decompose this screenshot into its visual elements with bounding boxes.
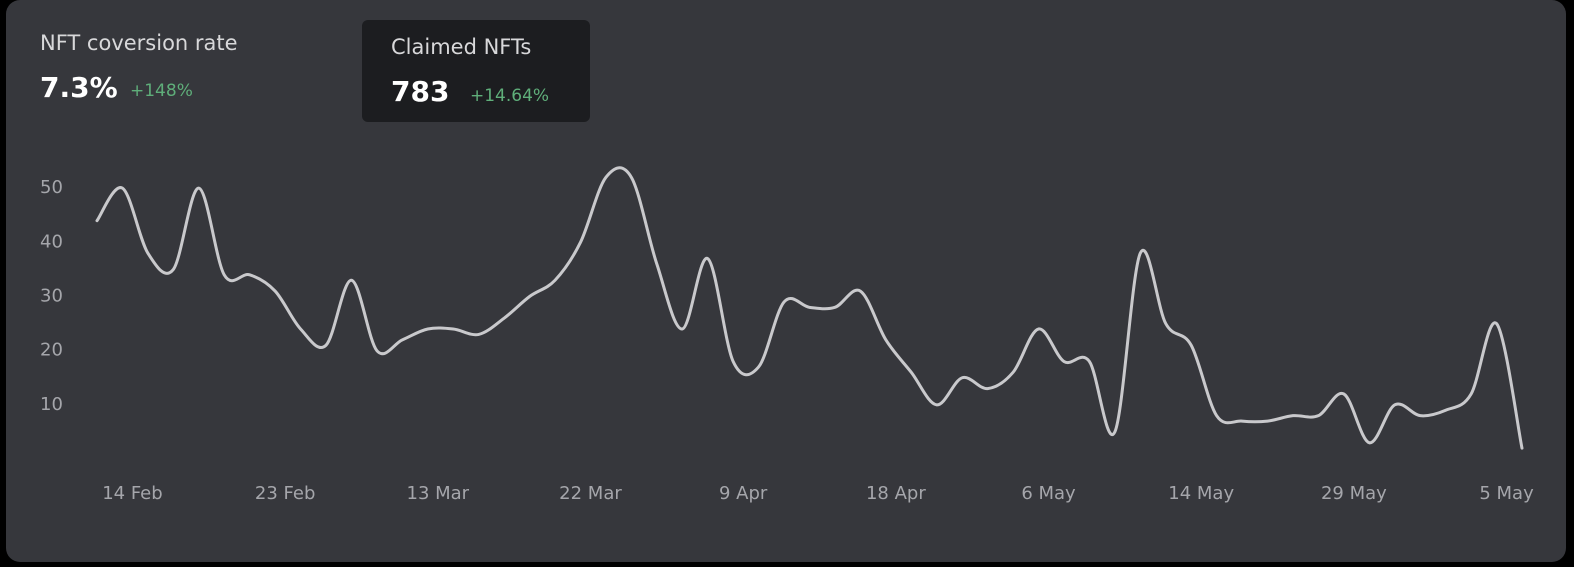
stat-value: 7.3% <box>40 71 118 104</box>
x-tick-label: 9 Apr <box>719 483 768 504</box>
x-tick-label: 23 Feb <box>255 483 316 504</box>
y-tick-label: 50 <box>40 177 63 198</box>
x-tick-label: 14 May <box>1168 483 1234 504</box>
stat-box <box>362 20 590 122</box>
x-tick-label: 29 May <box>1321 483 1387 504</box>
x-tick-label: 22 Mar <box>559 483 622 504</box>
line <box>95 166 1524 450</box>
x-tick-label: 6 May <box>1021 483 1076 504</box>
y-tick-label: 40 <box>40 231 63 252</box>
y-tick-label: 20 <box>40 340 63 361</box>
x-tick-label: 18 Apr <box>866 483 926 504</box>
y-tick-label: 10 <box>40 394 63 415</box>
stat-value: 783 <box>391 75 449 108</box>
stat-change: +14.64% <box>470 86 549 106</box>
stat-label: NFT coversion rate <box>40 31 238 55</box>
card <box>6 0 1566 562</box>
stat-label: Claimed NFTs <box>391 35 531 59</box>
x-tick-label: 5 May <box>1479 483 1534 504</box>
stat-change: +148% <box>130 81 193 101</box>
x-tick-label: 13 Mar <box>407 483 470 504</box>
y-tick-label: 30 <box>40 286 63 307</box>
x-tick-label: 14 Feb <box>102 483 163 504</box>
